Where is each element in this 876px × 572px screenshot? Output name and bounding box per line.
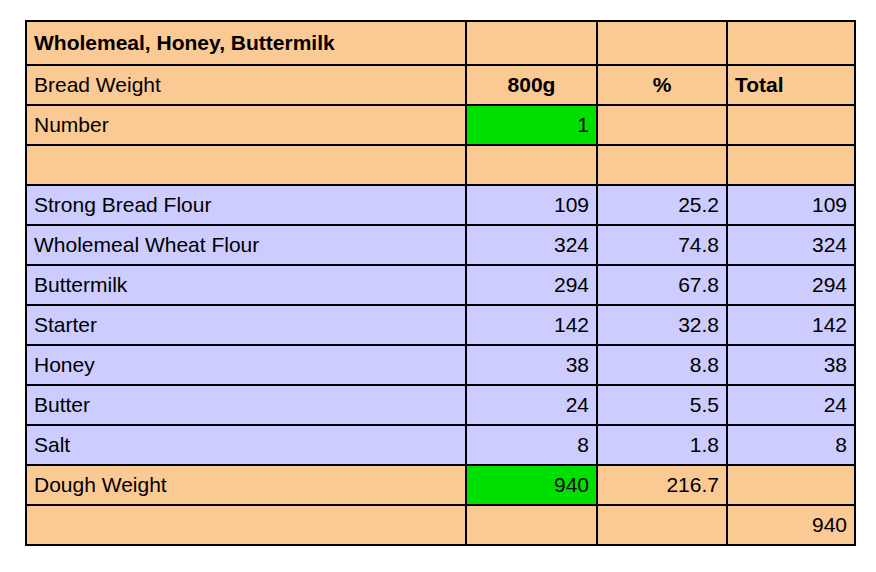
recipe-title: Wholemeal, Honey, Buttermilk bbox=[26, 21, 466, 65]
table-row-ingredient: Buttermilk 294 67.8 294 bbox=[26, 265, 855, 305]
empty-cell bbox=[466, 145, 597, 185]
spreadsheet-area: Wholemeal, Honey, Buttermilk Bread Weigh… bbox=[0, 0, 876, 546]
empty-cell bbox=[597, 505, 727, 545]
total-value: 324 bbox=[727, 225, 855, 265]
ingredient-name-buttermilk: Buttermilk bbox=[26, 265, 466, 305]
ingredient-name-strong-bread-flour: Strong Bread Flour bbox=[26, 185, 466, 225]
empty-cell bbox=[466, 505, 597, 545]
percent-column-header: % bbox=[597, 65, 727, 105]
ingredient-name-wholemeal-wheat-flour: Wholemeal Wheat Flour bbox=[26, 225, 466, 265]
percent-value: 25.2 bbox=[597, 185, 727, 225]
table-row-ingredient: Honey 38 8.8 38 bbox=[26, 345, 855, 385]
empty-cell bbox=[727, 145, 855, 185]
empty-cell bbox=[727, 105, 855, 145]
weight-value: 142 bbox=[466, 305, 597, 345]
total-value: 8 bbox=[727, 425, 855, 465]
total-column-header: Total bbox=[727, 65, 855, 105]
table-row-title: Wholemeal, Honey, Buttermilk bbox=[26, 21, 855, 65]
weight-value: 38 bbox=[466, 345, 597, 385]
table-row-ingredient: Butter 24 5.5 24 bbox=[26, 385, 855, 425]
table-row-ingredient: Salt 8 1.8 8 bbox=[26, 425, 855, 465]
empty-cell bbox=[727, 465, 855, 505]
percent-value: 1.8 bbox=[597, 425, 727, 465]
table-row-ingredient: Wholemeal Wheat Flour 324 74.8 324 bbox=[26, 225, 855, 265]
empty-cell bbox=[597, 145, 727, 185]
empty-cell bbox=[727, 21, 855, 65]
empty-cell bbox=[26, 145, 466, 185]
ingredient-name-honey: Honey bbox=[26, 345, 466, 385]
empty-cell bbox=[26, 505, 466, 545]
bread-weight-label: Bread Weight bbox=[26, 65, 466, 105]
number-label: Number bbox=[26, 105, 466, 145]
total-value: 294 bbox=[727, 265, 855, 305]
weight-column-header: 800g bbox=[466, 65, 597, 105]
total-value: 109 bbox=[727, 185, 855, 225]
weight-value: 109 bbox=[466, 185, 597, 225]
table-row-grand-total: 940 bbox=[26, 505, 855, 545]
weight-value: 294 bbox=[466, 265, 597, 305]
percent-value: 5.5 bbox=[597, 385, 727, 425]
bread-recipe-table: Wholemeal, Honey, Buttermilk Bread Weigh… bbox=[25, 20, 856, 546]
dough-weight-input-cell[interactable]: 940 bbox=[466, 465, 597, 505]
table-row-ingredient: Strong Bread Flour 109 25.2 109 bbox=[26, 185, 855, 225]
table-row-column-headers: Bread Weight 800g % Total bbox=[26, 65, 855, 105]
weight-value: 24 bbox=[466, 385, 597, 425]
table-row-ingredient: Starter 142 32.8 142 bbox=[26, 305, 855, 345]
empty-cell bbox=[466, 21, 597, 65]
total-value: 142 bbox=[727, 305, 855, 345]
table-row-number: Number 1 bbox=[26, 105, 855, 145]
dough-weight-percent: 216.7 bbox=[597, 465, 727, 505]
table-row-dough-weight: Dough Weight 940 216.7 bbox=[26, 465, 855, 505]
ingredient-name-starter: Starter bbox=[26, 305, 466, 345]
ingredient-name-butter: Butter bbox=[26, 385, 466, 425]
weight-value: 8 bbox=[466, 425, 597, 465]
table-row-spacer bbox=[26, 145, 855, 185]
number-input-cell[interactable]: 1 bbox=[466, 105, 597, 145]
percent-value: 32.8 bbox=[597, 305, 727, 345]
total-value: 24 bbox=[727, 385, 855, 425]
dough-weight-label: Dough Weight bbox=[26, 465, 466, 505]
percent-value: 67.8 bbox=[597, 265, 727, 305]
empty-cell bbox=[597, 105, 727, 145]
percent-value: 8.8 bbox=[597, 345, 727, 385]
ingredient-name-salt: Salt bbox=[26, 425, 466, 465]
percent-value: 74.8 bbox=[597, 225, 727, 265]
total-value: 38 bbox=[727, 345, 855, 385]
empty-cell bbox=[597, 21, 727, 65]
grand-total-value: 940 bbox=[727, 505, 855, 545]
weight-value: 324 bbox=[466, 225, 597, 265]
